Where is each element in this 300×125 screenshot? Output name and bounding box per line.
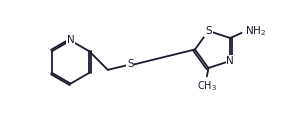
Text: N: N xyxy=(67,36,74,46)
Text: NH$_2$: NH$_2$ xyxy=(245,24,266,38)
Text: S: S xyxy=(205,26,212,36)
Text: S: S xyxy=(127,60,134,70)
Text: CH$_3$: CH$_3$ xyxy=(197,79,217,93)
Text: N: N xyxy=(226,56,234,66)
